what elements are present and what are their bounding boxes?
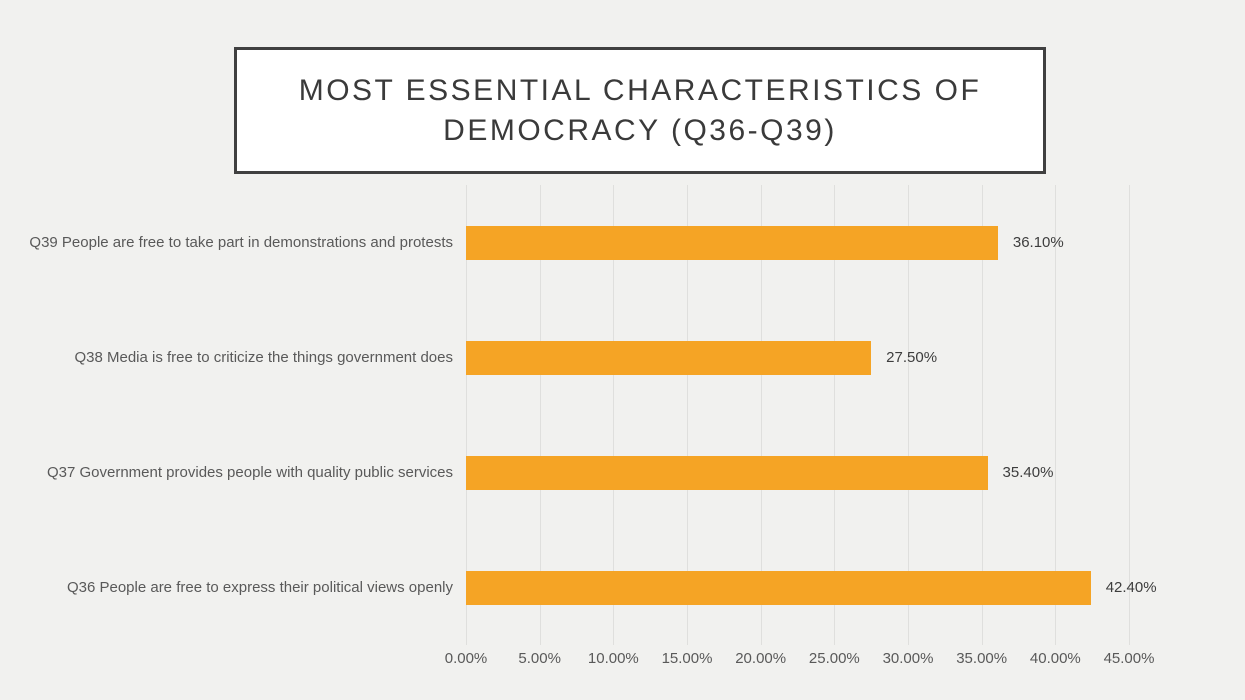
gridline xyxy=(539,185,541,645)
bar xyxy=(466,225,998,260)
x-tick-label: 15.00% xyxy=(661,650,713,667)
chart-row: Q37 Government provides people with qual… xyxy=(0,415,1245,530)
gridline xyxy=(908,185,909,645)
x-tick-label: 5.00% xyxy=(518,650,561,667)
gridline xyxy=(1129,185,1130,645)
chart-row: Q38 Media is free to criticize the thing… xyxy=(0,300,1245,415)
bar xyxy=(466,340,872,375)
category-label: Q39 People are free to take part in demo… xyxy=(29,234,453,251)
bar-zone: 35.40% xyxy=(466,455,1245,490)
x-axis: 0.00% 5.00% 10.00% 15.00% 20.00% 25.00% 30.00%… xyxy=(445,650,1166,674)
chart-title: MOST ESSENTIAL CHARACTERISTICS OF DEMOCR… xyxy=(298,73,982,147)
x-tick-label: 10.00% xyxy=(587,650,639,667)
chart-row: Q36 People are free to express their pol… xyxy=(0,530,1245,645)
x-tick-label: 20.00% xyxy=(735,650,787,667)
bar-zone: 36.10% xyxy=(466,225,1245,260)
value-label: 35.40% xyxy=(1002,464,1054,481)
gridline xyxy=(834,185,836,645)
chart-row: Q39 People are free to take part in demo… xyxy=(0,185,1245,300)
value-label: 36.10% xyxy=(1012,234,1064,251)
gridline xyxy=(981,185,983,645)
x-tick-label: 25.00% xyxy=(808,650,860,667)
gridline xyxy=(613,185,615,645)
value-label: 42.40% xyxy=(1105,579,1157,596)
chart-title-box: MOST ESSENTIAL CHARACTERISTICS OF DEMOCR… xyxy=(234,47,1046,174)
bar xyxy=(466,455,988,490)
value-label: 27.50% xyxy=(886,349,938,366)
category-label: Q38 Media is free to criticize the thing… xyxy=(74,349,453,366)
chart-rows: Q39 People are free to take part in demo… xyxy=(0,185,1245,645)
gridline xyxy=(760,185,762,645)
bar xyxy=(466,570,1091,605)
bar-zone: 42.40% xyxy=(466,570,1245,605)
category-label: Q37 Government provides people with qual… xyxy=(46,464,453,481)
gridline xyxy=(687,185,688,645)
gridline xyxy=(466,185,467,645)
x-tick-label: 35.00% xyxy=(956,650,1008,667)
x-tick-label: 30.00% xyxy=(882,650,934,667)
gridline xyxy=(1055,185,1057,645)
gridlines xyxy=(466,185,1130,645)
bar-zone: 27.50% xyxy=(466,340,1245,375)
x-tick-label: 45.00% xyxy=(1103,650,1155,667)
x-tick-label: 0.00% xyxy=(444,650,488,667)
x-tick-label: 40.00% xyxy=(1029,650,1081,667)
category-label: Q36 People are free to express their pol… xyxy=(66,579,453,596)
